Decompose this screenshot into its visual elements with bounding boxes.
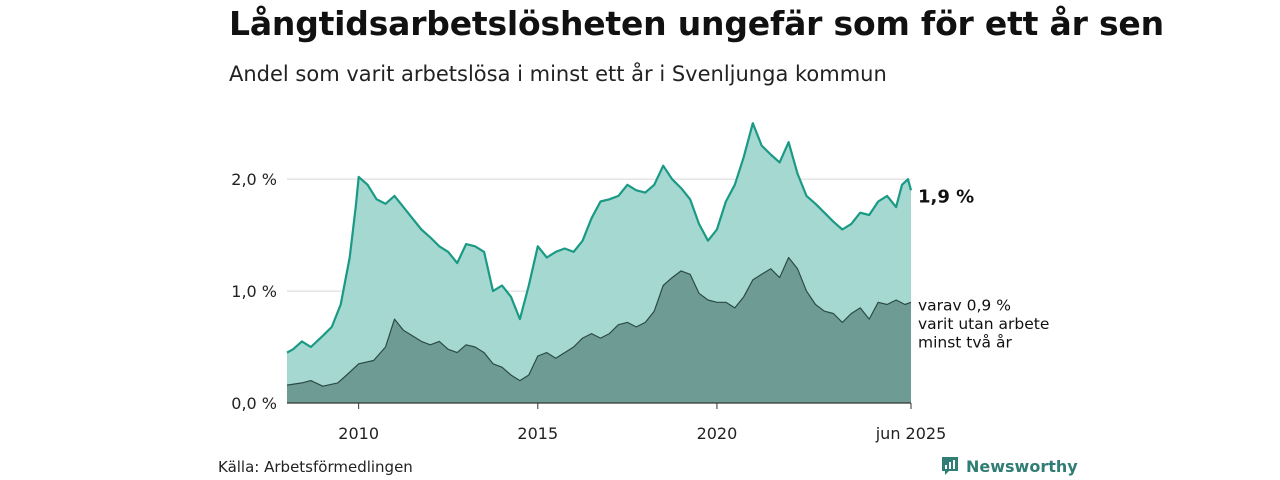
source-note: Källa: Arbetsförmedlingen [218, 458, 413, 476]
end-label-line: varit utan arbete [918, 315, 1049, 333]
y-tick-label: 1,0 % [231, 282, 277, 301]
chart-subtitle: Andel som varit arbetslösa i minst ett å… [229, 62, 887, 86]
brand[interactable]: Newsworthy [940, 455, 1078, 477]
line-twoyear [286, 256, 912, 387]
end-label-total: 1,9 % [918, 186, 974, 207]
x-tick-label: 2020 [697, 424, 738, 443]
area-twoyear [287, 257, 911, 403]
line-total [286, 122, 913, 354]
end-label-line: minst två år [918, 333, 1012, 351]
brand-name: Newsworthy [966, 456, 1078, 476]
x-tick-label: 2015 [517, 424, 558, 443]
newsworthy-logo-icon [942, 457, 958, 475]
y-tick-label: 2,0 % [231, 170, 277, 189]
y-tick-label: 0,0 % [231, 394, 277, 413]
chart-title: Långtidsarbetslösheten ungefär som för e… [229, 4, 1164, 43]
end-label-twoyear: varav 0,9 % varit utan arbete minst två år [918, 296, 1049, 351]
end-label-line: varav 0,9 % [918, 296, 1011, 314]
x-tick-label: 2010 [338, 424, 379, 443]
x-tick-label: jun 2025 [875, 424, 947, 443]
